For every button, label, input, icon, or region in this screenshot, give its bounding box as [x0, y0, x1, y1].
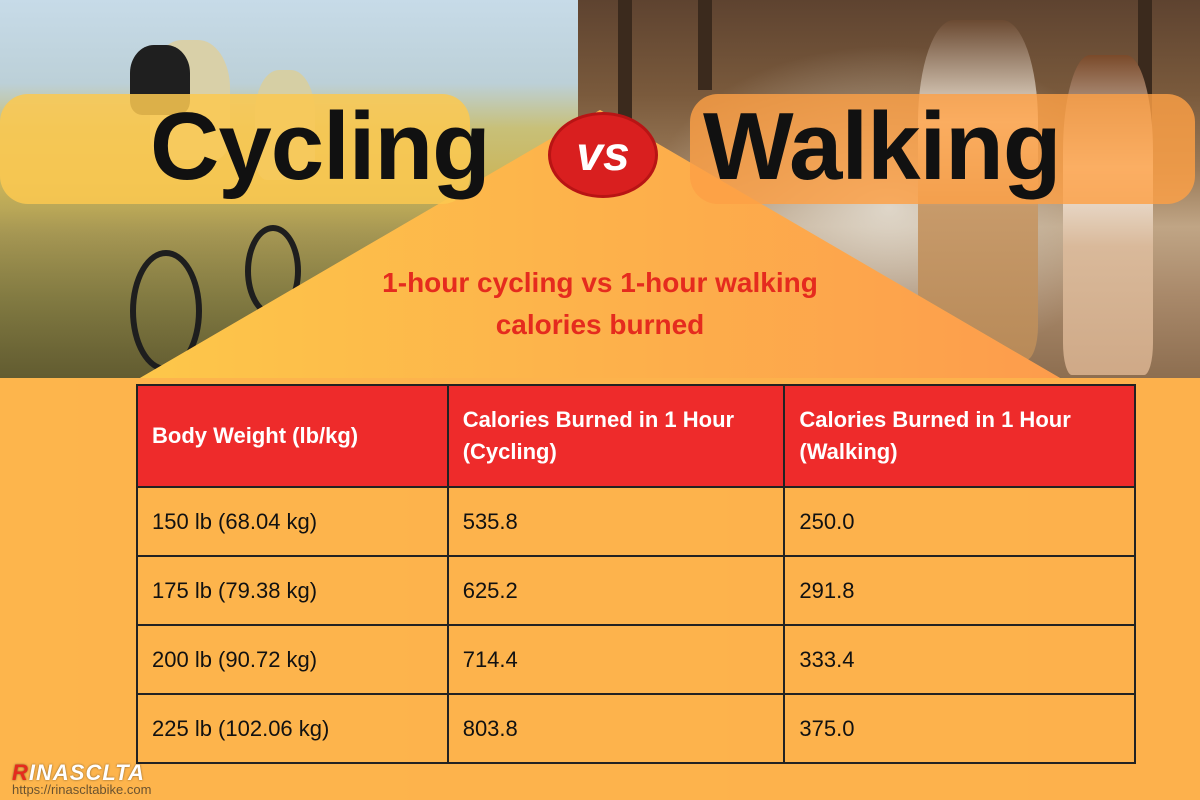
calories-table: Body Weight (lb/kg) Calories Burned in 1… — [136, 384, 1136, 764]
header-calories-cycling: Calories Burned in 1 Hour (Cycling) — [446, 384, 786, 488]
cell-walking-calories: 375.0 — [783, 693, 1136, 764]
vs-badge: vs — [548, 112, 658, 198]
brand-name: INASCLTA — [28, 760, 145, 785]
bike-wheel — [245, 225, 301, 317]
title-band-left — [0, 94, 470, 204]
subtitle: 1-hour cycling vs 1-hour walking calorie… — [300, 262, 900, 346]
cell-cycling-calories: 625.2 — [446, 555, 786, 626]
cell-body-weight: 200 lb (90.72 kg) — [136, 624, 449, 695]
subtitle-line-2: calories burned — [495, 309, 705, 340]
bike-wheel — [130, 250, 202, 372]
cell-walking-calories: 291.8 — [783, 555, 1136, 626]
brand-logo: RINASCLTA — [12, 760, 145, 786]
header-calories-walking: Calories Burned in 1 Hour (Walking) — [783, 384, 1136, 488]
table-row: 200 lb (90.72 kg) 714.4 333.4 — [136, 624, 1136, 695]
cell-cycling-calories: 535.8 — [446, 486, 786, 557]
cell-body-weight: 150 lb (68.04 kg) — [136, 486, 449, 557]
tree-trunk — [698, 0, 712, 90]
brand-url: https://rinascltabike.com — [12, 782, 152, 797]
tree-trunk — [618, 0, 632, 120]
cell-walking-calories: 333.4 — [783, 624, 1136, 695]
title-band-right — [690, 94, 1195, 204]
cell-body-weight: 225 lb (102.06 kg) — [136, 693, 449, 764]
brand-initial: R — [12, 760, 29, 785]
cell-cycling-calories: 714.4 — [446, 624, 786, 695]
table-header-row: Body Weight (lb/kg) Calories Burned in 1… — [136, 384, 1136, 488]
cell-walking-calories: 250.0 — [783, 486, 1136, 557]
subtitle-line-1: 1-hour cycling vs 1-hour walking — [382, 267, 818, 298]
table-row: 150 lb (68.04 kg) 535.8 250.0 — [136, 486, 1136, 557]
cell-cycling-calories: 803.8 — [446, 693, 786, 764]
table-row: 225 lb (102.06 kg) 803.8 375.0 — [136, 693, 1136, 764]
header-body-weight: Body Weight (lb/kg) — [136, 384, 449, 488]
title-walking: Walking — [703, 93, 1061, 200]
title-cycling: Cycling — [150, 93, 491, 200]
cell-body-weight: 175 lb (79.38 kg) — [136, 555, 449, 626]
table-row: 175 lb (79.38 kg) 625.2 291.8 — [136, 555, 1136, 626]
